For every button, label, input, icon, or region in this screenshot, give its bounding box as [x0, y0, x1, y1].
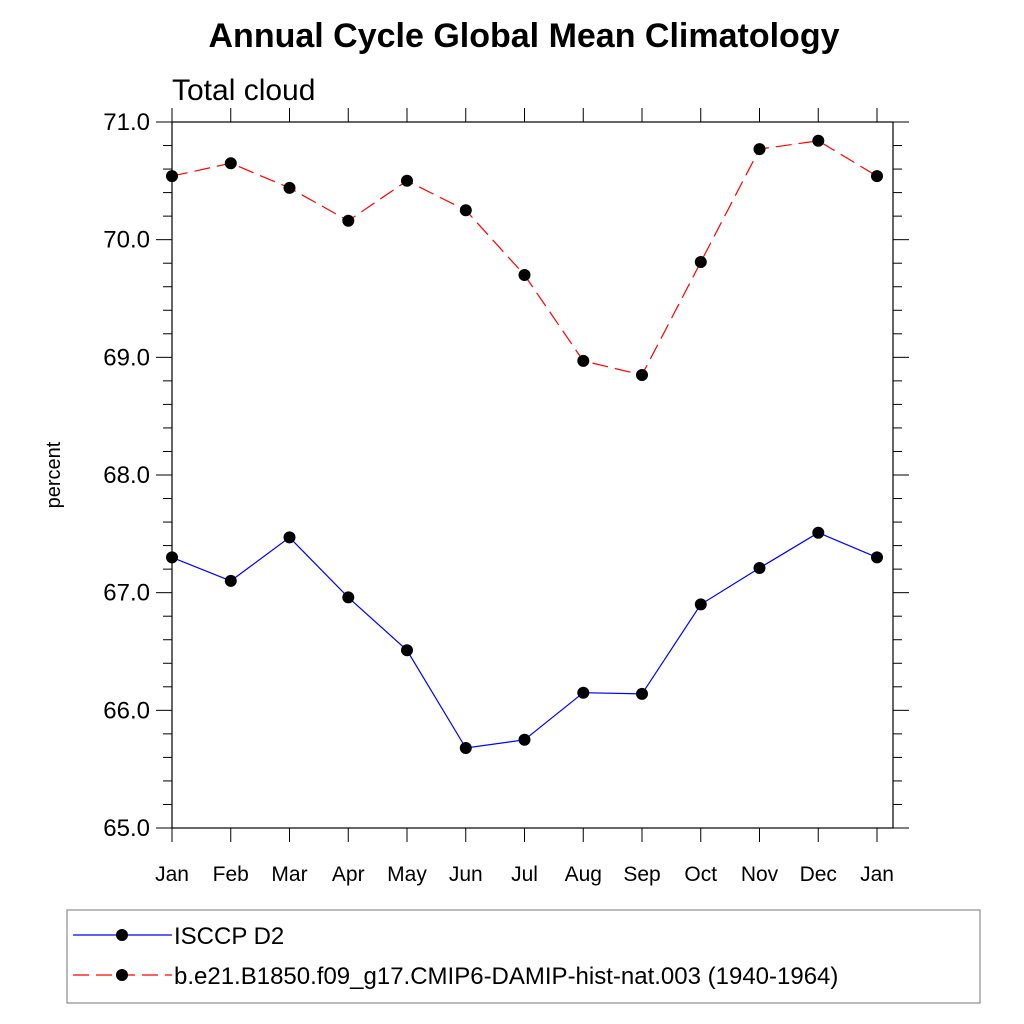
data-point-series-1 — [753, 143, 766, 156]
x-tick-label: May — [387, 863, 427, 886]
legend-frame — [66, 909, 981, 1004]
series-line-1 — [171, 140, 878, 376]
data-point-series-0 — [577, 686, 590, 699]
data-point-series-1 — [871, 170, 883, 183]
y-tick-label: 65.0 — [103, 815, 150, 842]
data-point-series-1 — [224, 157, 237, 170]
y-axis-label: percent — [43, 441, 65, 508]
data-point-series-0 — [753, 562, 766, 574]
plot-series — [166, 134, 883, 754]
data-point-series-1 — [694, 256, 707, 268]
y-tick-label: 68.0 — [103, 462, 150, 489]
data-point-series-1 — [577, 354, 590, 367]
data-point-series-1 — [283, 181, 296, 194]
y-tick-label: 67.0 — [103, 580, 150, 607]
plot-frame — [171, 121, 894, 829]
data-point-series-0 — [812, 526, 825, 539]
y-tick-label: 66.0 — [103, 697, 150, 724]
data-point-series-1 — [166, 170, 178, 183]
data-point-series-0 — [518, 733, 531, 746]
data-point-series-0 — [694, 598, 707, 611]
legend-marker-series-0 — [116, 929, 128, 941]
x-tick-label: Oct — [684, 863, 717, 886]
series-line-0 — [171, 532, 878, 749]
data-point-series-1 — [459, 204, 472, 217]
data-point-series-1 — [401, 174, 413, 187]
chart-title: Annual Cycle Global Mean Climatology — [209, 17, 840, 55]
chart-subtitle: Total cloud — [172, 74, 315, 107]
data-point-series-0 — [283, 531, 296, 544]
legend-marker-series-1 — [116, 969, 128, 981]
data-point-series-0 — [401, 644, 413, 657]
y-tick-label: 70.0 — [103, 227, 150, 254]
x-tick-label: Dec — [800, 863, 837, 886]
x-tick-label: Feb — [213, 863, 249, 886]
x-tick-label: Aug — [565, 863, 602, 886]
data-point-series-0 — [166, 551, 178, 564]
legend-label-series-0: ISCCP D2 — [174, 923, 284, 950]
legend-label-series-1: b.e21.B1850.f09_g17.CMIP6-DAMIP-hist-nat… — [174, 963, 838, 990]
data-point-series-0 — [636, 687, 648, 700]
data-point-series-1 — [342, 214, 355, 227]
data-point-series-0 — [459, 742, 472, 754]
data-point-series-0 — [224, 574, 237, 587]
data-point-series-1 — [518, 269, 531, 281]
data-point-series-1 — [636, 369, 648, 381]
plot-axes: 65.0 66.0 67.0 68.0 69.0 70.0 71.0 Jan Feb Mar Apr… — [103, 108, 909, 886]
data-point-series-1 — [812, 134, 825, 147]
x-tick-label: Jul — [511, 863, 538, 886]
legend: ISCCP D2 b.e21.B1850.f09_g17.CMIP6-DAMIP-… — [66, 909, 981, 1004]
x-tick-label: Jan — [155, 863, 189, 886]
x-tick-label: Jun — [449, 863, 483, 886]
y-tick-label: 71.0 — [103, 109, 150, 136]
x-tick-label: Apr — [332, 863, 365, 886]
y-tick-label: 69.0 — [103, 344, 150, 371]
data-point-series-0 — [871, 551, 883, 564]
x-tick-label: Jan — [860, 863, 894, 886]
x-tick-label: Sep — [623, 863, 660, 886]
data-point-series-0 — [342, 591, 355, 604]
x-tick-label: Nov — [741, 863, 779, 886]
x-tick-label: Mar — [271, 863, 307, 886]
